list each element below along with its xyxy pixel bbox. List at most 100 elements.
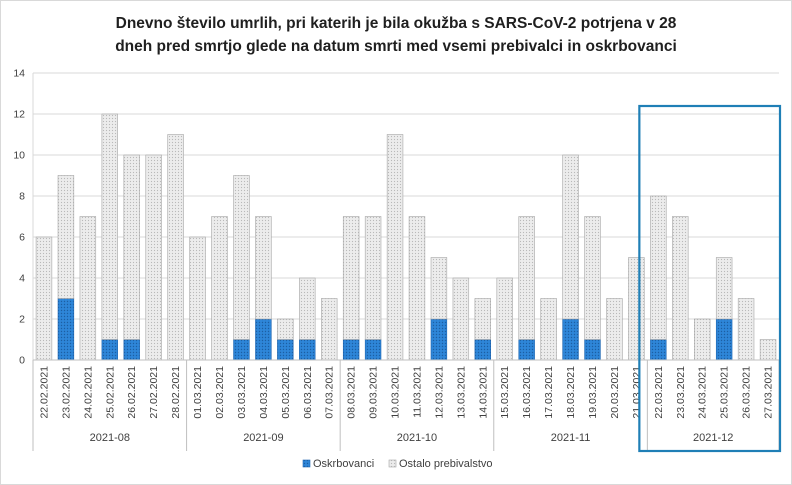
y-tick-label: 6 <box>19 232 25 244</box>
bar-ostalo <box>474 298 491 340</box>
y-tick-label: 8 <box>19 191 25 203</box>
group-label: 2021-11 <box>551 432 591 444</box>
chart-title-line-2: dneh pred smrtjo glede na datum smrti me… <box>115 38 677 55</box>
x-tick-label: 26.02.2021 <box>126 366 138 419</box>
bar-ostalo <box>737 298 755 361</box>
group-label: 2021-10 <box>397 432 437 444</box>
y-tick-label: 12 <box>13 109 25 121</box>
chart-title: Dnevno število umrlih, pri katerih je bi… <box>0 12 792 58</box>
x-tick-label: 15.03.2021 <box>499 366 511 419</box>
x-tick-label: 23.02.2021 <box>60 366 72 419</box>
bar-ostalo <box>364 216 382 340</box>
bar-oskrbovanci <box>715 318 733 361</box>
x-tick-label: 22.03.2021 <box>653 366 665 419</box>
bar-ostalo <box>650 195 667 340</box>
x-tick-label: 24.02.2021 <box>82 366 94 419</box>
x-tick-label: 20.03.2021 <box>609 366 621 419</box>
bar-ostalo <box>408 216 426 361</box>
x-tick-label: 06.03.2021 <box>302 366 314 419</box>
bar-ostalo <box>233 175 250 340</box>
x-tick-label: 27.03.2021 <box>763 366 775 419</box>
bar-ostalo <box>189 236 206 361</box>
bar-oskrbovanci <box>277 339 294 361</box>
group-label: 2021-08 <box>90 432 130 444</box>
x-tick-label: 10.03.2021 <box>390 366 402 419</box>
x-tick-label: 07.03.2021 <box>324 366 336 419</box>
group-label: 2021-09 <box>243 432 283 444</box>
x-tick-label: 08.03.2021 <box>346 366 358 419</box>
bar-ostalo <box>342 216 360 340</box>
bar-oskrbovanci <box>474 339 491 361</box>
legend-swatch <box>388 459 397 468</box>
y-tick-label: 14 <box>13 68 25 80</box>
bar-ostalo <box>518 216 535 340</box>
bar-ostalo <box>715 257 733 320</box>
bar-ostalo <box>101 113 118 340</box>
x-tick-label: 16.03.2021 <box>521 366 533 419</box>
bar-oskrbovanci <box>255 318 272 361</box>
x-tick-label: 04.03.2021 <box>258 366 270 419</box>
bar-oskrbovanci <box>562 318 579 361</box>
x-tick-label: 22.02.2021 <box>38 366 50 419</box>
bar-ostalo <box>452 277 470 361</box>
bar-ostalo <box>321 298 338 361</box>
bar-ostalo <box>540 298 557 361</box>
x-tick-label: 09.03.2021 <box>368 366 380 419</box>
bar-ostalo <box>35 236 53 361</box>
x-tick-label: 12.03.2021 <box>433 366 445 419</box>
bar-oskrbovanci <box>233 339 250 361</box>
bar-ostalo <box>277 318 294 340</box>
group-label: 2021-12 <box>693 432 733 444</box>
bar-ostalo <box>57 175 75 299</box>
x-tick-label: 28.02.2021 <box>170 366 182 419</box>
bar-oskrbovanci <box>584 339 601 361</box>
x-tick-label: 11.03.2021 <box>411 366 423 418</box>
highlight-box <box>638 104 782 453</box>
bar-ostalo <box>167 134 184 361</box>
x-tick-label: 13.03.2021 <box>455 366 467 419</box>
bar-oskrbovanci <box>299 339 316 361</box>
legend-label: Ostalo prebivalstvo <box>399 458 493 470</box>
x-tick-label: 23.03.2021 <box>675 366 687 419</box>
x-tick-label: 25.03.2021 <box>719 366 731 419</box>
y-tick-label: 0 <box>19 355 25 367</box>
x-tick-label: 03.03.2021 <box>236 366 248 419</box>
y-tick-label: 4 <box>19 273 25 285</box>
x-tick-label: 18.03.2021 <box>565 366 577 419</box>
bar-ostalo <box>672 216 689 361</box>
x-tick-label: 19.03.2021 <box>587 366 599 419</box>
legend-label: Oskrbovanci <box>313 458 374 470</box>
bar-ostalo <box>299 277 316 340</box>
bar-oskrbovanci <box>430 318 448 361</box>
bar-ostalo <box>694 318 711 361</box>
x-tick-label: 14.03.2021 <box>477 366 489 419</box>
bar-oskrbovanci <box>342 339 360 361</box>
bar-oskrbovanci <box>364 339 382 361</box>
bar-ostalo <box>79 216 97 361</box>
bar-oskrbovanci <box>57 298 75 361</box>
x-tick-label: 01.03.2021 <box>192 366 204 419</box>
x-tick-label: 21.03.2021 <box>631 366 643 419</box>
bar-oskrbovanci <box>518 339 535 361</box>
x-tick-label: 27.02.2021 <box>148 366 160 419</box>
x-tick-label: 24.03.2021 <box>697 366 709 419</box>
bar-ostalo <box>584 216 601 340</box>
bar-ostalo <box>496 277 513 361</box>
bar-oskrbovanci <box>650 339 667 361</box>
x-tick-label: 02.03.2021 <box>214 366 226 419</box>
bar-ostalo <box>430 257 448 320</box>
x-tick-label: 26.03.2021 <box>741 366 753 419</box>
bar-ostalo <box>386 134 404 361</box>
bar-ostalo <box>123 154 140 340</box>
x-tick-label: 25.02.2021 <box>104 366 116 419</box>
legend-swatch <box>302 459 311 468</box>
bar-ostalo <box>759 339 777 361</box>
chart-title-line-1: Dnevno število umrlih, pri katerih je bi… <box>115 15 677 32</box>
x-tick-label: 17.03.2021 <box>543 366 555 419</box>
bar-ostalo <box>562 154 579 320</box>
x-tick-label: 05.03.2021 <box>280 366 292 419</box>
y-tick-label: 10 <box>13 150 25 162</box>
bar-oskrbovanci <box>101 339 118 361</box>
bar-ostalo <box>606 298 623 361</box>
